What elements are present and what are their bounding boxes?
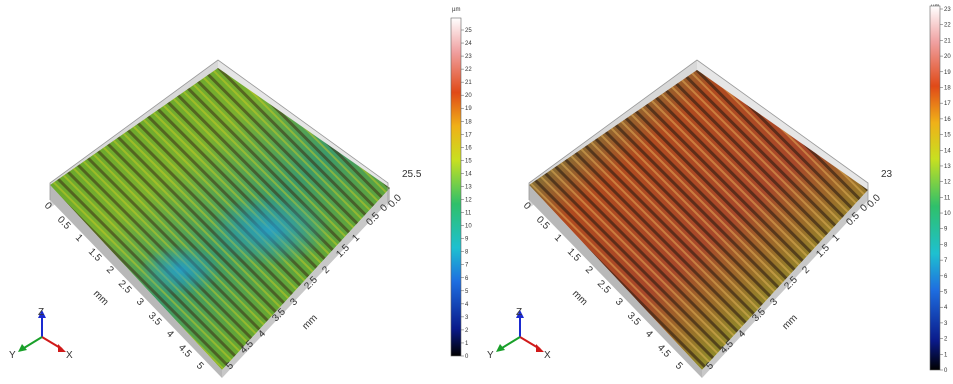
x-tick: 5 <box>673 360 685 372</box>
colorbar-tick-label: 8 <box>465 250 469 256</box>
colorbar-tick-label: 21 <box>465 80 472 86</box>
y-axis-unit: mm <box>780 313 800 333</box>
colorbar-tick-label: 15 <box>944 133 951 139</box>
surface-blue-region <box>140 245 220 295</box>
y-axis-unit: mm <box>300 313 320 333</box>
x-tick: 1 <box>73 232 85 244</box>
colorbar-tick-label: 15 <box>465 158 472 164</box>
colorbar-tick-label: 2 <box>465 328 469 334</box>
colorbar <box>450 17 462 357</box>
colorbar-tick-label: 23 <box>944 7 951 13</box>
colorbar-ticks: 2524232221201918171615141312111098765432… <box>461 28 472 360</box>
z-max-label: 23 <box>881 169 893 180</box>
triad-x-label: X <box>544 350 551 361</box>
colorbar-tick-label: 24 <box>465 41 472 47</box>
colorbar-tick-label: 14 <box>465 171 472 177</box>
orientation-triad: Z X Y <box>9 307 73 361</box>
colorbar-tick-label: 1 <box>465 341 469 347</box>
colorbar-tick-label: 18 <box>944 85 951 91</box>
colorbar-tick-label: 14 <box>944 148 951 154</box>
colorbar-tick-label: 25 <box>465 28 472 34</box>
x-tick: 4 <box>643 328 655 340</box>
colorbar-tick-label: 23 <box>465 54 472 60</box>
colorbar-tick-label: 0 <box>944 368 948 374</box>
triad-y-label: Y <box>9 350 16 361</box>
triad-x-label: X <box>66 350 73 361</box>
triad-y-label: Y <box>487 350 494 361</box>
colorbar-tick-label: 10 <box>465 224 472 230</box>
front-face-right <box>222 188 390 378</box>
left-surface-svg: 25.5 0.0 0 0.5 1 1.5 2 2.5 3 3.5 4 4.5 5… <box>9 7 472 378</box>
box-edge <box>49 59 389 205</box>
left-surface-panel: 25.5 0.0 0 0.5 1 1.5 2 2.5 3 3.5 4 4.5 5… <box>0 0 476 379</box>
colorbar-tick-label: 19 <box>465 106 472 112</box>
right-surface-panel: 23 0.0 0 0.5 1 1.5 2 2.5 3 3.5 4 4.5 5 m… <box>476 0 953 379</box>
z-max-label: 25.5 <box>402 169 422 180</box>
colorbar-tick-label: 4 <box>944 305 948 311</box>
orientation-triad: Z X Y <box>487 307 551 361</box>
colorbar-tick-label: 20 <box>944 54 951 60</box>
colorbar-tick-label: 13 <box>465 184 472 190</box>
x-axis-unit: mm <box>570 288 590 308</box>
right-surface-svg: 23 0.0 0 0.5 1 1.5 2 2.5 3 3.5 4 4.5 5 m… <box>487 4 951 378</box>
colorbar-unit: µm <box>452 7 460 13</box>
surface-ridges <box>529 70 868 370</box>
colorbar-tick-label: 5 <box>944 290 948 296</box>
colorbar-tick-label: 11 <box>944 195 951 201</box>
x-tick: 3 <box>134 296 146 308</box>
colorbar-tick-label: 12 <box>465 198 472 204</box>
box-edge <box>528 59 869 205</box>
surface-blue-region <box>210 195 330 265</box>
x-tick: 2 <box>104 264 116 276</box>
colorbar-tick-label: 0 <box>465 354 469 360</box>
x-tick: 5 <box>194 360 206 372</box>
x-tick: 4 <box>164 328 176 340</box>
colorbar-tick-label: 3 <box>465 315 469 321</box>
colorbar-tick-label: 4 <box>465 302 469 308</box>
colorbar-tick-label: 21 <box>944 38 951 44</box>
colorbar-tick-label: 7 <box>944 258 948 264</box>
colorbar-tick-label: 16 <box>944 117 951 123</box>
colorbar-tick-label: 5 <box>465 289 469 295</box>
x-tick: 2 <box>583 264 595 276</box>
colorbar-tick-label: 2 <box>944 337 948 343</box>
colorbar-tick-label: 13 <box>944 164 951 170</box>
colorbar-tick-label: 22 <box>465 67 472 73</box>
colorbar-tick-label: 16 <box>465 145 472 151</box>
colorbar-tick-label: 8 <box>944 242 948 248</box>
colorbar-tick-label: 11 <box>465 211 472 217</box>
colorbar-tick-label: 22 <box>944 23 951 29</box>
colorbar-tick-label: 7 <box>465 263 469 269</box>
colorbar-tick-label: 19 <box>944 70 951 76</box>
colorbar-tick-label: 9 <box>465 237 469 243</box>
triad-z-label: Z <box>516 307 522 318</box>
colorbar-tick-label: 17 <box>944 101 951 107</box>
x-tick: 3 <box>613 296 625 308</box>
colorbar-tick-label: 9 <box>944 227 948 233</box>
colorbar-tick-label: 10 <box>944 211 951 217</box>
x-tick: 1 <box>552 232 564 244</box>
colorbar-tick-label: 3 <box>944 321 948 327</box>
colorbar <box>929 5 941 371</box>
colorbar-tick-label: 1 <box>944 352 948 358</box>
colorbar-tick-label: 20 <box>465 93 472 99</box>
colorbar-tick-label: 6 <box>465 276 469 282</box>
colorbar-tick-label: 18 <box>465 119 472 125</box>
front-face-left <box>50 185 222 378</box>
front-face-right <box>702 190 868 378</box>
colorbar-tick-label: 17 <box>465 132 472 138</box>
triad-z-label: Z <box>38 307 44 318</box>
front-face-left <box>529 185 702 378</box>
colorbar-tick-label: 12 <box>944 180 951 186</box>
x-axis-unit: mm <box>91 288 111 308</box>
colorbar-tick-label: 6 <box>944 274 948 280</box>
